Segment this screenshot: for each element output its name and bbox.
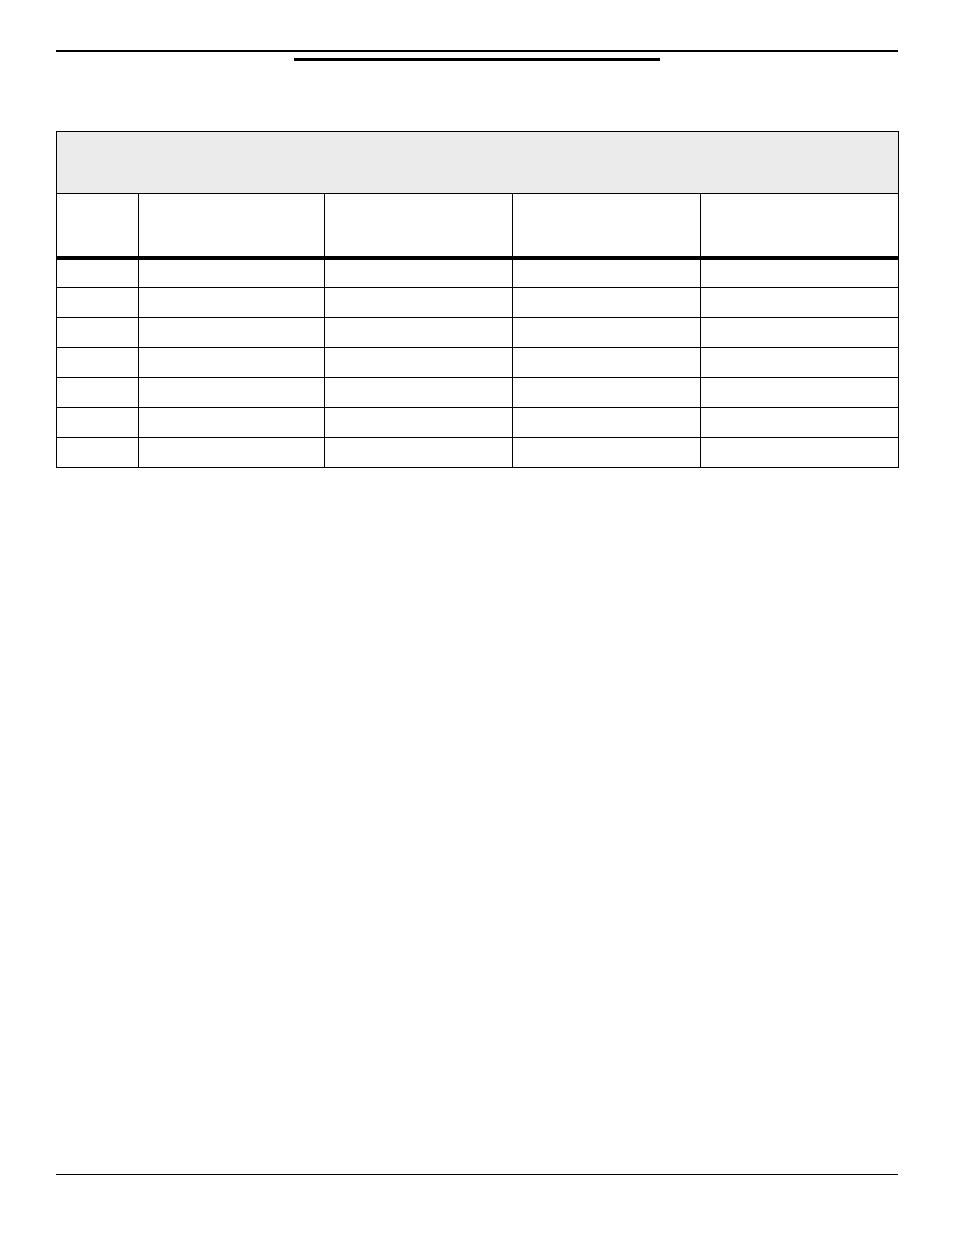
data-table — [56, 131, 899, 468]
table-cell — [325, 348, 513, 378]
table-cell — [139, 438, 325, 468]
table-cell — [513, 258, 701, 288]
top-rule — [56, 50, 898, 52]
table-cell — [701, 258, 899, 288]
table-cell — [57, 378, 139, 408]
table-row — [57, 348, 899, 378]
table-row — [57, 318, 899, 348]
table-cell — [325, 408, 513, 438]
table-cell — [513, 318, 701, 348]
table-header-cell — [325, 194, 513, 258]
table-row — [57, 378, 899, 408]
table-banner-cell — [57, 132, 899, 194]
table-cell — [701, 408, 899, 438]
table-cell — [139, 408, 325, 438]
table-cell — [139, 348, 325, 378]
table-cell — [325, 258, 513, 288]
table-cell — [57, 288, 139, 318]
title-underline — [294, 58, 660, 61]
table-cell — [139, 288, 325, 318]
table-cell — [513, 438, 701, 468]
table-body — [57, 132, 899, 468]
table-cell — [57, 348, 139, 378]
table-cell — [325, 438, 513, 468]
table-cell — [325, 288, 513, 318]
table-cell — [325, 378, 513, 408]
table-cell — [325, 318, 513, 348]
table-cell — [57, 258, 139, 288]
table-row — [57, 288, 899, 318]
table-cell — [513, 378, 701, 408]
table-row — [57, 438, 899, 468]
table-cell — [701, 288, 899, 318]
table-cell — [701, 348, 899, 378]
table-cell — [139, 318, 325, 348]
bottom-rule — [56, 1174, 898, 1175]
table-header-cell — [139, 194, 325, 258]
table-cell — [701, 438, 899, 468]
table-row — [57, 258, 899, 288]
table-cell — [701, 318, 899, 348]
table-header-cell — [57, 194, 139, 258]
table-header-cell — [513, 194, 701, 258]
table-cell — [701, 378, 899, 408]
table-cell — [513, 408, 701, 438]
page — [0, 0, 954, 1235]
table-cell — [513, 348, 701, 378]
table-cell — [57, 408, 139, 438]
table-cell — [57, 438, 139, 468]
table-cell — [57, 318, 139, 348]
table-banner-row — [57, 132, 899, 194]
table-cell — [139, 258, 325, 288]
table-header-row — [57, 194, 899, 258]
table-cell — [139, 378, 325, 408]
table-header-cell — [701, 194, 899, 258]
table-cell — [513, 288, 701, 318]
table-row — [57, 408, 899, 438]
